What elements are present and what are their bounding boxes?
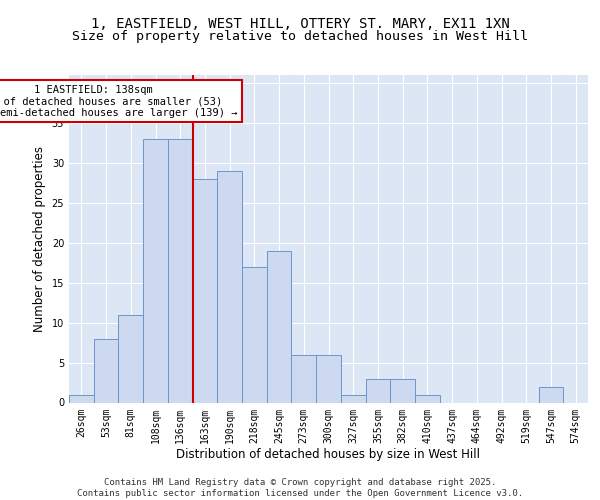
Bar xyxy=(242,266,267,402)
Bar xyxy=(316,354,341,403)
Bar xyxy=(69,394,94,402)
Y-axis label: Number of detached properties: Number of detached properties xyxy=(33,146,46,332)
Text: Size of property relative to detached houses in West Hill: Size of property relative to detached ho… xyxy=(72,30,528,43)
Bar xyxy=(415,394,440,402)
Bar xyxy=(539,386,563,402)
Bar xyxy=(168,139,193,402)
Bar xyxy=(292,354,316,403)
Bar xyxy=(365,378,390,402)
Bar xyxy=(143,139,168,402)
Bar xyxy=(390,378,415,402)
Text: 1 EASTFIELD: 138sqm
← 28% of detached houses are smaller (53)
72% of semi-detach: 1 EASTFIELD: 138sqm ← 28% of detached ho… xyxy=(0,84,238,118)
Bar xyxy=(217,171,242,402)
Bar xyxy=(267,250,292,402)
Text: 1, EASTFIELD, WEST HILL, OTTERY ST. MARY, EX11 1XN: 1, EASTFIELD, WEST HILL, OTTERY ST. MARY… xyxy=(91,18,509,32)
Text: Contains HM Land Registry data © Crown copyright and database right 2025.
Contai: Contains HM Land Registry data © Crown c… xyxy=(77,478,523,498)
Bar xyxy=(94,338,118,402)
Bar xyxy=(341,394,365,402)
Bar xyxy=(118,314,143,402)
X-axis label: Distribution of detached houses by size in West Hill: Distribution of detached houses by size … xyxy=(176,448,481,461)
Bar xyxy=(193,179,217,402)
